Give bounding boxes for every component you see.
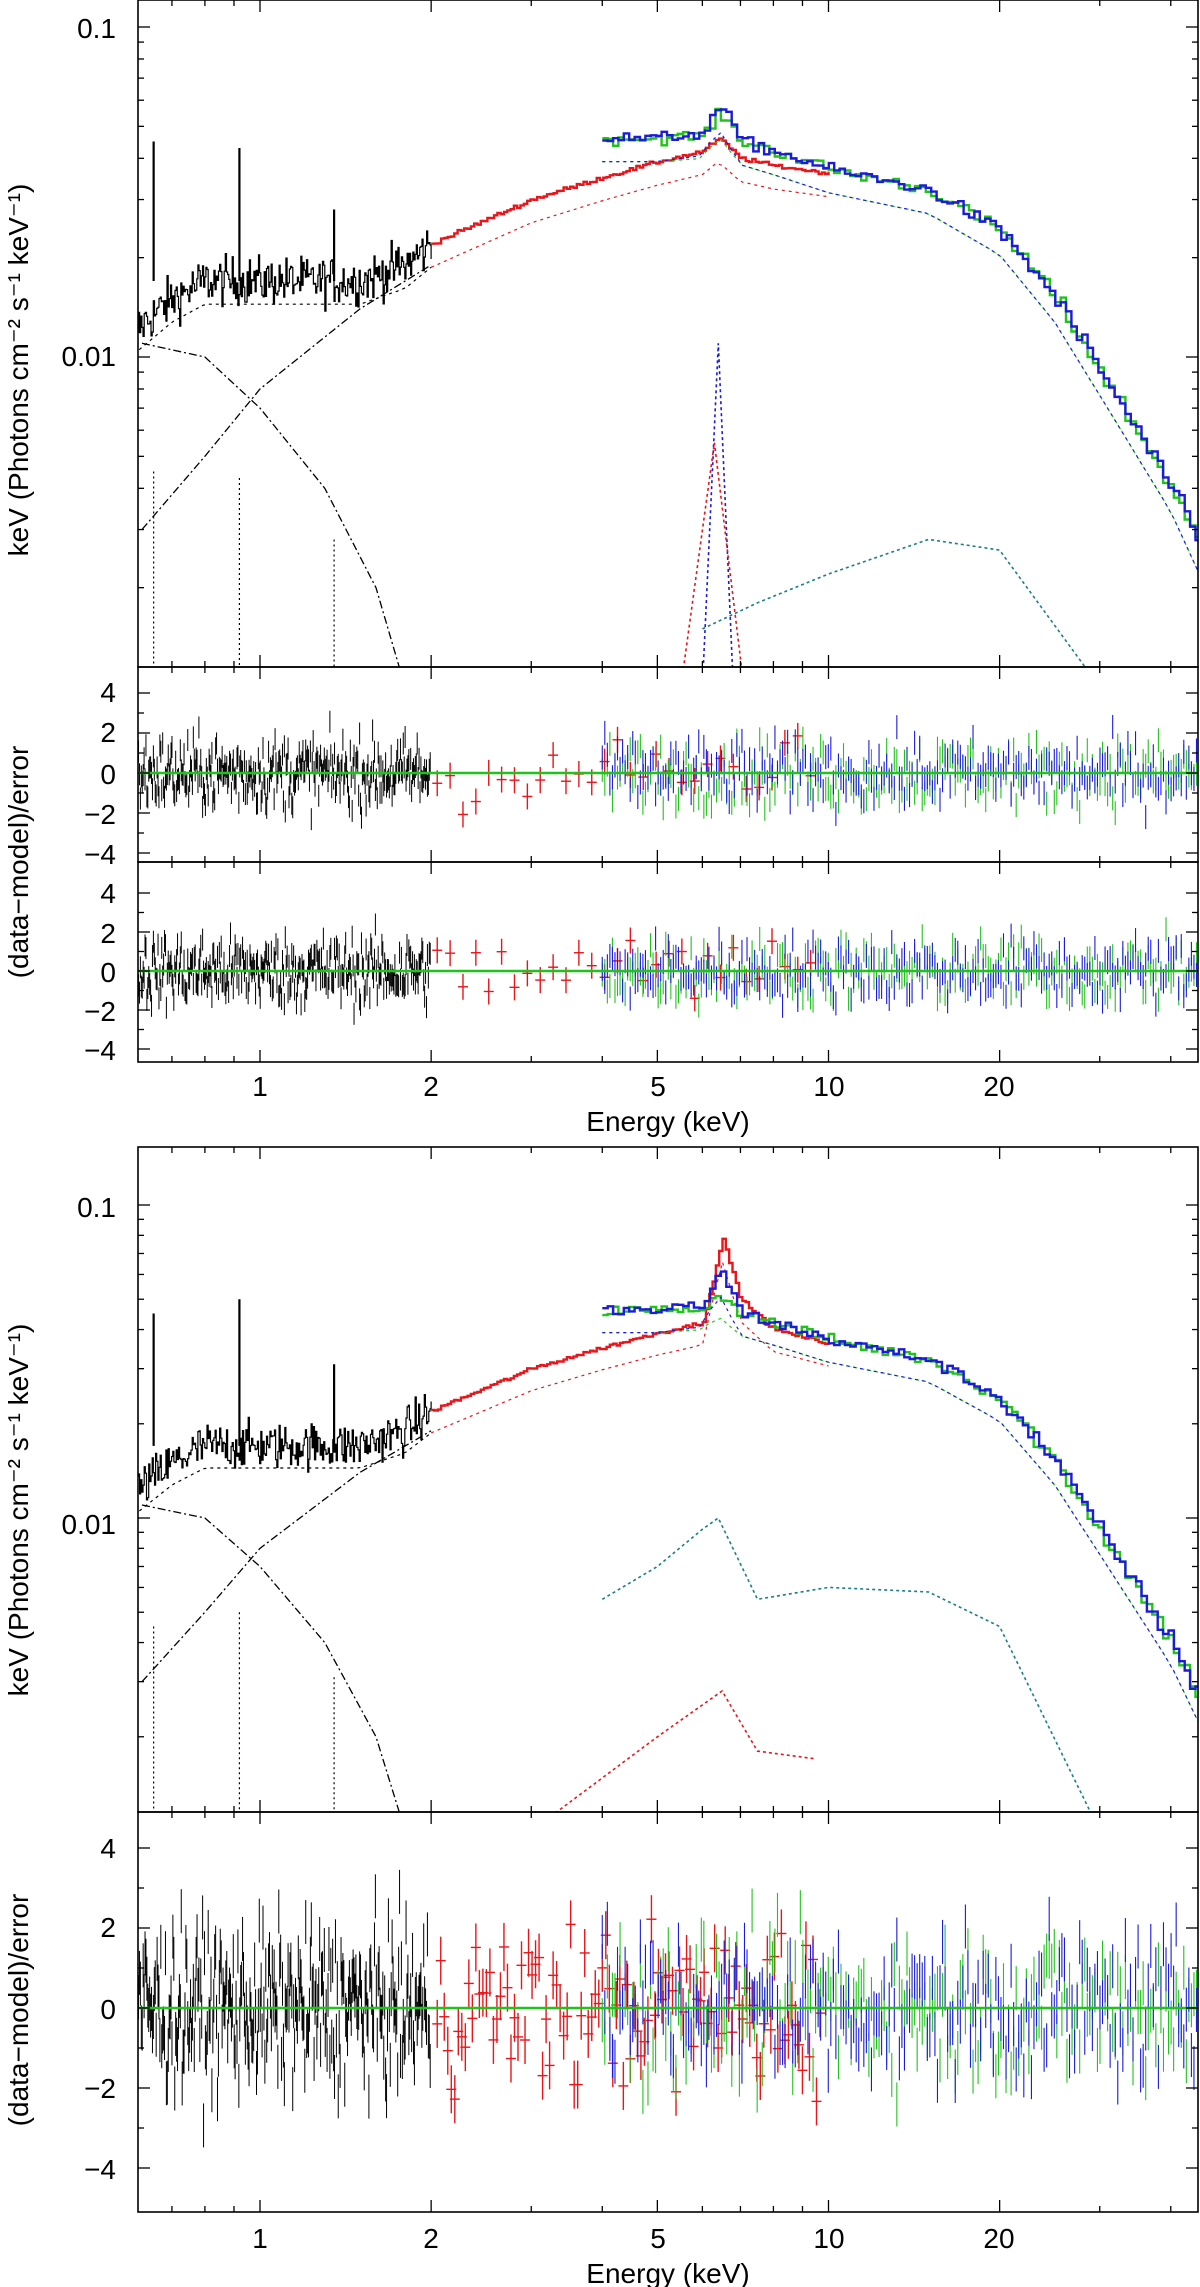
top-ytick-label-0.1: 0.1	[77, 13, 116, 44]
soft-continuum-component-0	[141, 1430, 432, 1683]
top-xtick-1: 1	[252, 1071, 268, 1102]
component-reflection-component	[702, 538, 1087, 667]
r2-ytick-m4: −4	[84, 1035, 116, 1066]
bottom-xtick-2: 2	[423, 2223, 439, 2254]
bottom-xtick-5: 5	[650, 2223, 666, 2254]
r2-ytick-2: 2	[100, 918, 116, 949]
bottom-spectrum-panel: 0.1 0.01 keV (Photons cm⁻² s⁻¹ keV⁻¹)	[3, 1146, 1199, 1813]
r2-ytick-m2: −2	[84, 996, 116, 1027]
top-residual-ylabel: (data−model)/error	[3, 746, 34, 979]
soft-continuum-component-0	[141, 264, 432, 530]
bottom-residual-ylabel: (data−model)/error	[3, 1894, 34, 2127]
r2-ytick-0: 0	[100, 957, 116, 988]
top-xtick-20: 20	[983, 1071, 1014, 1102]
spectrum-model-green-data	[602, 1317, 1198, 1723]
spectrum-data-blue-data	[602, 108, 1198, 542]
spectrum-model-red-data	[430, 1260, 829, 1434]
component-red-line-component	[555, 1689, 816, 1812]
spectrum-model-red-data	[430, 162, 829, 268]
spectrum-model-blue-data	[602, 131, 1198, 573]
top-spectrum-panel: 0.1 0.01 keV (Photons cm⁻² s⁻¹ keV⁻¹)	[3, 0, 1199, 668]
bottom-xtick-10: 10	[813, 2223, 844, 2254]
top-xtick-10: 10	[813, 1071, 844, 1102]
r1-ytick-m2: −2	[84, 799, 116, 830]
bottom-xtick-1: 1	[252, 2223, 268, 2254]
component-blue-line-component	[702, 343, 734, 667]
spectrum-data-blue-data	[602, 1270, 1198, 1690]
b-ytick-m2: −2	[84, 2073, 116, 2104]
r1-ytick-0: 0	[100, 759, 116, 790]
top-residual2-frame	[137, 861, 1199, 1063]
spectrum-data-black-data-soft-band-	[138, 230, 432, 337]
bottom-xtick-20: 20	[983, 2223, 1014, 2254]
r1-ytick-m4: −4	[84, 839, 116, 870]
component-reflection-component	[601, 1516, 1092, 1812]
spectrum-model-black-data-soft-band-	[138, 1432, 432, 1513]
top-residual-panel-1: 4 2 0 −2 −4	[84, 666, 1199, 870]
top-xtick-2: 2	[423, 1071, 439, 1102]
r1-ytick-4: 4	[100, 677, 116, 708]
top-xtick-5: 5	[650, 1071, 666, 1102]
bottom-residual-frame	[137, 1811, 1199, 2213]
soft-continuum-component-1	[141, 1504, 400, 1812]
spectrum-data-black-data-soft-band-	[138, 1394, 432, 1501]
r2-ytick-4: 4	[100, 878, 116, 909]
top-residual-panel-2: 4 2 0 −2 −4 (data−model)/error 1 2 5 10 …	[3, 746, 1199, 1137]
component-red-line-component	[682, 442, 743, 667]
b-ytick-2: 2	[100, 1912, 116, 1943]
top-xlabel: Energy (keV)	[586, 1106, 749, 1137]
bottom-xlabel: Energy (keV)	[586, 2258, 749, 2287]
bottom-residual-panel: 4 2 0 −2 −4 (data−model)/error 1 2 5 10 …	[3, 1811, 1199, 2287]
top-spectrum-ylabel: keV (Photons cm⁻² s⁻¹ keV⁻¹)	[3, 184, 34, 557]
spectrum-data-red-data	[431, 1237, 830, 1412]
soft-continuum-component-1	[141, 342, 400, 667]
b-ytick-m4: −4	[84, 2154, 116, 2185]
b-ytick-4: 4	[100, 1833, 116, 1864]
top-ytick-label-0.01: 0.01	[62, 341, 117, 372]
bottom-ytick-label-0.1: 0.1	[77, 1192, 116, 1223]
spectrum-data-red-data	[431, 137, 830, 245]
bottom-spectrum-ylabel: keV (Photons cm⁻² s⁻¹ keV⁻¹)	[3, 1324, 34, 1697]
r1-ytick-2: 2	[100, 717, 116, 748]
b-ytick-0: 0	[100, 1994, 116, 2025]
bottom-ytick-label-0.01: 0.01	[62, 1509, 117, 1540]
